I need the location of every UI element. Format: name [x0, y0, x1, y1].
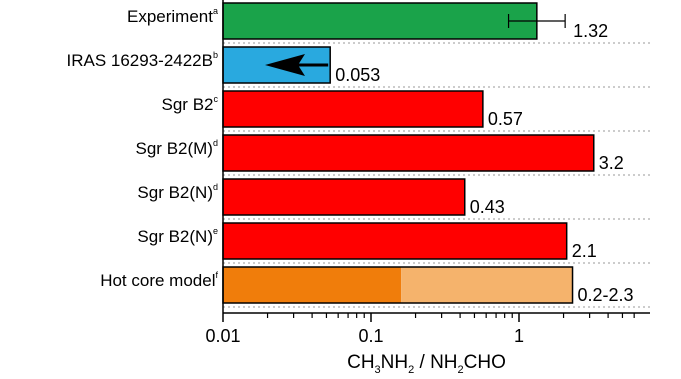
bar	[222, 2, 538, 40]
value-label: 1.32	[573, 21, 608, 41]
bar-segment-high	[401, 267, 573, 303]
bars	[222, 2, 595, 304]
x-tick-label: 0.1	[358, 326, 383, 346]
category-label: IRAS 16293-2422Bb	[66, 50, 218, 70]
value-label: 2.1	[572, 241, 597, 261]
x-tick-label: 0.01	[205, 326, 240, 346]
bar	[222, 90, 484, 128]
bar	[222, 222, 568, 260]
bar	[222, 178, 466, 216]
category-label: Sgr B2(N)d	[137, 182, 218, 202]
value-label: 0.053	[335, 65, 380, 85]
value-label: 0.43	[470, 197, 505, 217]
value-label: 3.2	[599, 153, 624, 173]
category-label: Sgr B2(N)e	[137, 226, 218, 246]
category-label: Experimenta	[127, 6, 218, 26]
x-tick-label: 1	[514, 326, 524, 346]
category-labels: Experimenta IRAS 16293-2422Bb Sgr B2c Sgr B…	[66, 6, 218, 290]
bar	[222, 134, 595, 172]
x-axis: 0.01 0.1 1	[205, 0, 650, 346]
category-label: Sgr B2(M)d	[136, 138, 218, 158]
category-label: Sgr B2c	[162, 94, 219, 114]
upper-limit-arrow-head	[265, 54, 305, 76]
x-axis-label: CH3NH2 / NH2CHO	[347, 352, 506, 376]
row-separators	[223, 42, 650, 308]
value-labels: 1.32 0.053 0.57 3.2 0.43 2.1 0.2-2.3	[335, 21, 633, 305]
bar-segment-low	[223, 267, 402, 303]
value-label: 0.2-2.3	[578, 285, 634, 305]
category-label: Hot core modelf	[100, 270, 218, 290]
value-label: 0.57	[488, 109, 523, 129]
